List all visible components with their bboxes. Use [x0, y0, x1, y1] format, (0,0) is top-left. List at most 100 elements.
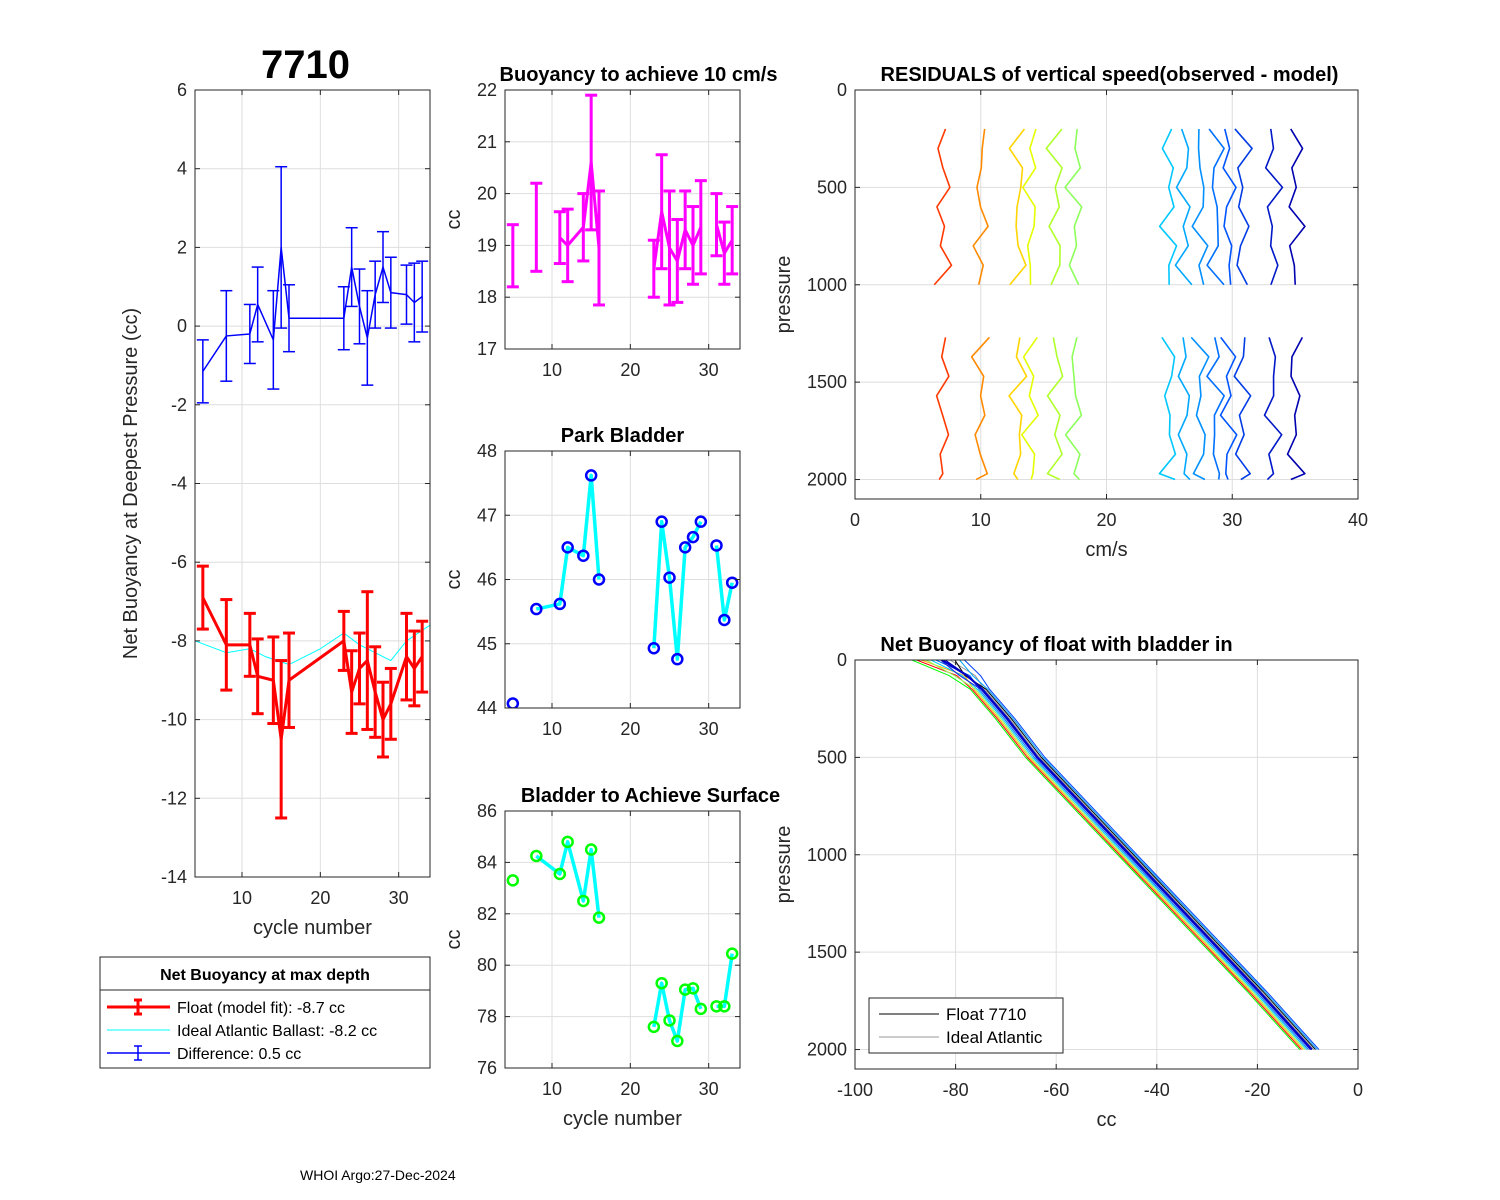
- park-bladder-markers: [506, 469, 739, 708]
- x-tick-label: 30: [389, 888, 409, 908]
- bladder-surface-point: [678, 983, 692, 996]
- x-tick-label: 20: [620, 1079, 640, 1099]
- residual-line: [1008, 337, 1028, 480]
- x-tick-label: -60: [1043, 1080, 1069, 1100]
- y-tick-label: 500: [817, 747, 847, 767]
- x-tick-label: 10: [542, 719, 562, 739]
- bladder-surface-point: [647, 1020, 661, 1034]
- park-bladder-point: [686, 530, 700, 544]
- y-tick-label: 1000: [807, 275, 847, 295]
- y-tick-label: -2: [171, 395, 187, 415]
- y-tick-label: 46: [477, 570, 497, 590]
- residual-line: [1008, 128, 1027, 286]
- legend-entry: Difference: 0.5 cc: [177, 1046, 301, 1063]
- y-tick-label: 2000: [807, 1040, 847, 1060]
- plot-layer: [195, 165, 430, 820]
- chart-title: RESIDUALS of vertical speed(observed - m…: [881, 64, 1339, 86]
- y-tick-label: 48: [477, 441, 497, 461]
- y-axis-label: cc: [443, 930, 465, 950]
- y-tick-label: 500: [817, 177, 847, 197]
- residual-line: [1020, 336, 1039, 480]
- y-tick-label: 18: [477, 287, 497, 307]
- x-tick-label: 30: [699, 719, 719, 739]
- chart-title: Bladder to Achieve Surface: [521, 785, 780, 807]
- residual-line: [1206, 337, 1225, 480]
- park-bladder-point: [584, 469, 598, 482]
- y-tick-label: -4: [171, 474, 187, 494]
- axes-park-bladder: 10 20 30 44 45 46 47 48 Park Bladder cc: [443, 425, 741, 739]
- plot-layer: [933, 128, 1306, 481]
- x-tick-label: 30: [699, 1079, 719, 1099]
- y-tick-label: 2000: [807, 470, 847, 490]
- axes-frame: [504, 810, 741, 1069]
- y-axis-label: cc: [443, 210, 465, 230]
- y-tick-label: 4: [177, 159, 187, 179]
- park-bladder-point: [710, 539, 723, 552]
- legend-entry: Ideal Atlantic Ballast: -8.2 cc: [177, 1023, 377, 1040]
- park-bladder-point: [655, 515, 668, 528]
- profile-line: [964, 660, 1320, 1050]
- bladder-surface-point: [663, 1014, 676, 1027]
- residual-line: [935, 337, 950, 480]
- park-bladder-point: [671, 652, 684, 666]
- y-tick-label: -10: [161, 710, 187, 730]
- chart-title: 7710: [261, 43, 350, 87]
- y-tick-label: 86: [477, 801, 497, 821]
- x-tick-label: 20: [1096, 510, 1116, 530]
- y-axis-label: cc: [443, 570, 465, 590]
- residual-line: [1045, 128, 1063, 286]
- plot-layer: [506, 93, 739, 307]
- x-axis-label: cm/s: [1085, 539, 1127, 561]
- x-tick-label: 20: [620, 360, 640, 380]
- legend-entry: Float (model fit): -8.7 cc: [177, 1000, 345, 1017]
- x-tick-label: 10: [232, 888, 252, 908]
- y-axis-label: pressure: [773, 826, 795, 904]
- residual-line: [1233, 337, 1252, 481]
- y-tick-label: 1500: [807, 942, 847, 962]
- profile-line: [925, 660, 1306, 1050]
- bladder-surface-point: [655, 976, 668, 990]
- plot-layer: [506, 469, 739, 708]
- axes-bladder-surface: 10 20 30 76 78 80 82 84 86 Bladder to Achieve Sur…: [443, 785, 780, 1130]
- y-tick-label: 44: [477, 698, 497, 718]
- y-axis-label: pressure: [773, 256, 795, 334]
- residual-line: [1022, 128, 1037, 285]
- y-tick-label: 0: [837, 80, 847, 100]
- footer-stamp: WHOI Argo:27-Dec-2024: [300, 1167, 456, 1183]
- bladder-surface-point: [506, 874, 520, 887]
- y-tick-label: 82: [477, 904, 497, 924]
- plot-layer: [911, 660, 1320, 1051]
- x-tick-label: 20: [620, 719, 640, 739]
- x-tick-label: 10: [542, 1079, 562, 1099]
- y-tick-label: 1500: [807, 372, 847, 392]
- x-tick-label: 30: [1222, 510, 1242, 530]
- x-tick-label: 0: [1353, 1080, 1363, 1100]
- residual-line: [972, 128, 989, 285]
- park-bladder-point: [647, 641, 661, 655]
- y-tick-label: -12: [161, 788, 187, 808]
- park-bladder-point: [592, 573, 606, 586]
- bladder-surface-point: [553, 867, 567, 881]
- axis-layer: 10 20 30 76 78 80 82 84 86 Bladder to Achieve Sur…: [443, 785, 780, 1130]
- y-tick-label: 80: [477, 955, 497, 975]
- y-tick-label: 6: [177, 80, 187, 100]
- axes-residuals: 0 10 20 30 40 0 500 1000 1500 2000 RESIDUALS of ve…: [773, 64, 1368, 561]
- y-tick-label: -8: [171, 631, 187, 651]
- x-axis-label: cycle number: [253, 917, 372, 939]
- axis-layer: 10 20 30 44 45 46 47 48 Park Bladder cc: [443, 425, 741, 739]
- x-tick-label: -40: [1144, 1080, 1170, 1100]
- bladder-surface-point: [710, 1000, 723, 1013]
- x-tick-label: 20: [310, 888, 330, 908]
- axis-layer: -100 -80 -60 -40 -20 0 0 500 1000 1500 2000 Net Buo…: [773, 634, 1363, 1131]
- y-tick-label: 47: [477, 505, 497, 525]
- y-tick-label: 1000: [807, 845, 847, 865]
- legend-entry: Ideal Atlantic: [946, 1028, 1043, 1047]
- park-bladder-point: [694, 515, 708, 528]
- x-tick-label: 0: [850, 510, 860, 530]
- residual-line: [1286, 336, 1306, 481]
- profile-line: [911, 660, 1301, 1050]
- legend-box: [99, 956, 431, 1069]
- bladder-surface-point: [718, 1000, 731, 1013]
- bladder-surface-line: [652, 981, 703, 1043]
